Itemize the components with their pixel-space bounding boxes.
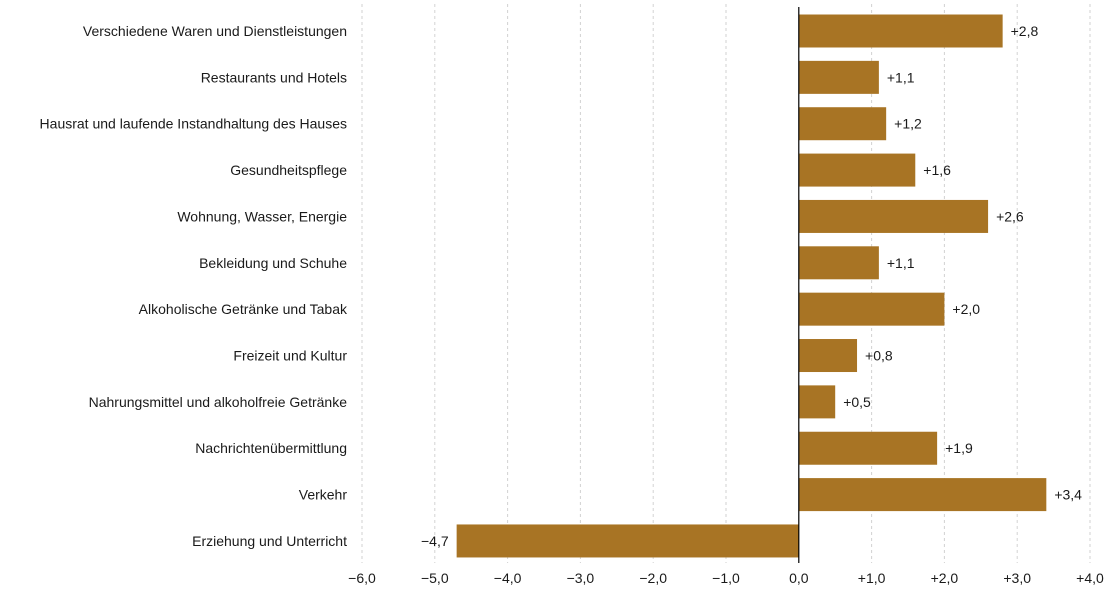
category-label: Bekleidung und Schuhe [199, 255, 347, 271]
bar [798, 246, 879, 280]
x-tick-label: −4,0 [494, 570, 522, 586]
category-label: Nahrungsmittel und alkoholfreie Getränke [89, 394, 348, 410]
x-tick-label: −2,0 [639, 570, 667, 586]
x-tick-label: −3,0 [567, 570, 595, 586]
bar [798, 107, 887, 141]
category-label: Wohnung, Wasser, Energie [177, 208, 347, 224]
bar [456, 524, 799, 558]
x-tick-label: +4,0 [1076, 570, 1104, 586]
data-label: +0,8 [865, 348, 893, 364]
bar [798, 14, 1003, 48]
bar [798, 153, 916, 187]
data-label: −4,7 [421, 533, 449, 549]
category-label: Verkehr [299, 487, 348, 503]
x-tick-label: −1,0 [712, 570, 740, 586]
data-label: +1,2 [894, 116, 922, 132]
category-label: Gesundheitspflege [230, 162, 347, 178]
x-tick-label: 0,0 [789, 570, 809, 586]
x-tick-labels: −6,0 −5,0 −4,0 −3,0 −2,0 −1,0 0,0 +1,0 +2,0 +3,0 +… [348, 570, 1104, 586]
value-labels: +2,8 +1,1 +1,2 +1,6 +2,6 +1,1 +2,0 +0,8 +0,5 +1,9… [421, 23, 1082, 549]
category-label: Restaurants und Hotels [201, 69, 347, 85]
data-label: +3,4 [1054, 487, 1082, 503]
x-tick-label: −5,0 [421, 570, 449, 586]
category-label: Nachrichtenübermittlung [195, 440, 347, 456]
x-tick-label: +3,0 [1003, 570, 1031, 586]
bar [798, 60, 879, 94]
x-tick-label: +2,0 [931, 570, 959, 586]
data-label: +1,1 [887, 69, 915, 85]
bar [798, 385, 836, 419]
data-label: +1,9 [945, 440, 973, 456]
bars [456, 14, 1047, 558]
x-tick-label: +1,0 [858, 570, 886, 586]
x-tick-label: −6,0 [348, 570, 376, 586]
category-label: Alkoholische Getränke und Tabak [139, 301, 348, 317]
data-label: +2,6 [996, 208, 1024, 224]
bar [798, 292, 945, 326]
data-label: +1,6 [923, 162, 951, 178]
category-label: Freizeit und Kultur [233, 348, 347, 364]
bar [798, 199, 989, 233]
bar [798, 478, 1047, 512]
bar [798, 339, 858, 373]
data-label: +1,1 [887, 255, 915, 271]
category-label: Hausrat und laufende Instandhaltung des … [40, 116, 347, 132]
category-labels: Verschiedene Waren und Dienstleistungen R… [40, 23, 348, 549]
data-label: +0,5 [843, 394, 871, 410]
bar [798, 431, 938, 465]
category-label: Verschiedene Waren und Dienstleistungen [83, 23, 347, 39]
data-label: +2,8 [1011, 23, 1039, 39]
data-label: +2,0 [952, 301, 980, 317]
category-label: Erziehung und Unterricht [192, 533, 347, 549]
